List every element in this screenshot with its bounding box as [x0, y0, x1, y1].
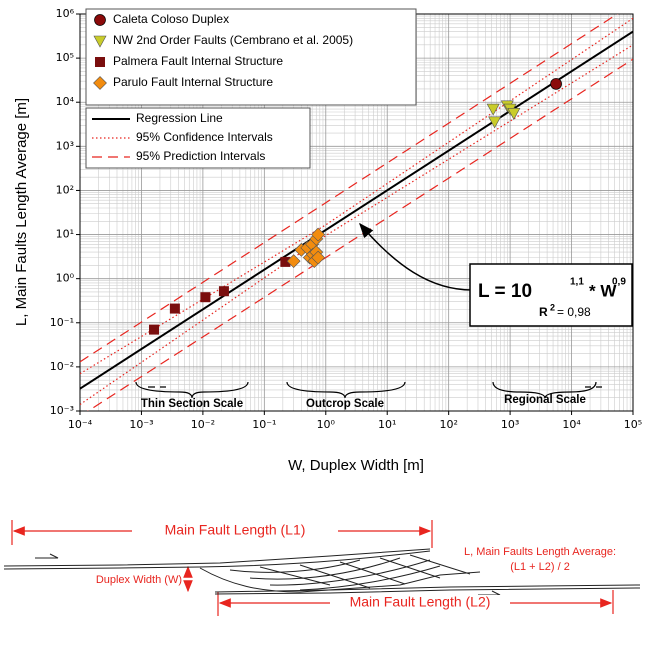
diagram-l2: Main Fault Length (L2): [350, 594, 491, 610]
y-tick-label: 10⁶: [56, 7, 75, 20]
line-upper: [80, 14, 619, 363]
legend-marker: [94, 14, 106, 26]
diagram-width: Duplex Width (W): [96, 574, 182, 586]
x-tick-label: 10⁻⁴: [68, 418, 93, 431]
legend-label: Regression Line: [136, 111, 223, 125]
legend: Caleta Coloso Duplex NW 2nd Order Faults …: [92, 12, 353, 163]
y-tick-label: 10²: [56, 183, 74, 196]
diagram-formula: (L1 + L2) / 2: [510, 561, 570, 573]
line-lower: [87, 58, 633, 411]
point: [488, 116, 502, 129]
point: [286, 254, 301, 269]
scale-brackets: [135, 381, 602, 399]
y-tick-label: 10⁻³: [50, 404, 74, 417]
x-tick-label: 10⁰: [317, 418, 336, 431]
x-tick-label: 10⁻³: [129, 418, 153, 431]
label-bg: [331, 595, 509, 612]
scale-label: Regional Scale: [504, 394, 586, 406]
point: [218, 286, 229, 297]
y-tick-label: 10⁴: [56, 95, 75, 108]
r-squared-label: R: [539, 305, 548, 319]
equation-arrow: [359, 222, 473, 291]
r-squared-exp: 2: [550, 302, 555, 312]
legend-marker: [93, 35, 107, 48]
x-tick-label: 10²: [439, 418, 457, 431]
legend-marker: [93, 76, 107, 90]
legend-label: Palmera Fault Internal Structure: [113, 54, 283, 68]
point: [311, 250, 326, 265]
lines: [80, 14, 633, 411]
legend-label: Parulo Fault Internal Structure: [113, 75, 273, 89]
legend-box: [85, 107, 311, 169]
point: [169, 303, 180, 314]
legend-label: NW 2nd Order Faults (Cembrano et al. 200…: [113, 33, 353, 47]
equation-lhs: L = 10: [478, 281, 532, 302]
x-tick-label: 10⁵: [624, 418, 642, 431]
legend-label: Caleta Coloso Duplex: [113, 12, 229, 26]
scale-label: Outcrop Scale: [306, 398, 384, 410]
diagram-average: L, Main Faults Length Average:: [464, 546, 616, 558]
equation-exponent: 0,9: [612, 277, 626, 288]
y-tick-label: 10³: [56, 139, 74, 152]
point: [280, 256, 291, 267]
label-bg: [133, 522, 337, 539]
y-tick-label: 10¹: [56, 228, 74, 241]
x-tick-label: 10¹: [378, 418, 396, 431]
equation-box: [469, 263, 633, 327]
legend-box: [85, 8, 417, 106]
plot-area: [80, 14, 633, 411]
equation-exponent: 1,1: [570, 277, 584, 288]
x-axis-title: W, Duplex Width [m]: [288, 457, 424, 474]
legend-label: 95% Confidence Intervals: [136, 130, 273, 144]
x-tick-label: 10⁻²: [191, 418, 215, 431]
y-tick-label: 10⁰: [56, 272, 75, 285]
line-values: [80, 30, 633, 390]
scale-label: Thin Section Scale: [141, 398, 243, 410]
x-tick-label: 10⁴: [562, 418, 581, 431]
x-tick-label: 10⁻¹: [252, 418, 276, 431]
y-tick-label: 10⁵: [56, 51, 74, 64]
fault-diagram: [3, 520, 641, 616]
point: [148, 324, 159, 335]
point: [550, 78, 562, 90]
point: [486, 103, 500, 116]
point: [200, 292, 211, 303]
point: [311, 227, 326, 242]
y-tick-label: 10⁻²: [50, 360, 74, 373]
x-tick-label: 10³: [501, 418, 519, 431]
r-squared-value: = 0,98: [557, 305, 591, 319]
legend-marker: [95, 57, 105, 67]
y-axis-title: L, Main Faults Length Average [m]: [13, 98, 30, 326]
legend-label: 95% Prediction Intervals: [136, 149, 265, 163]
equation-mid: * W: [589, 281, 617, 300]
diagram-l1: Main Fault Length (L1): [165, 522, 306, 538]
point: [507, 108, 521, 120]
y-tick-label: 10⁻¹: [50, 316, 74, 329]
